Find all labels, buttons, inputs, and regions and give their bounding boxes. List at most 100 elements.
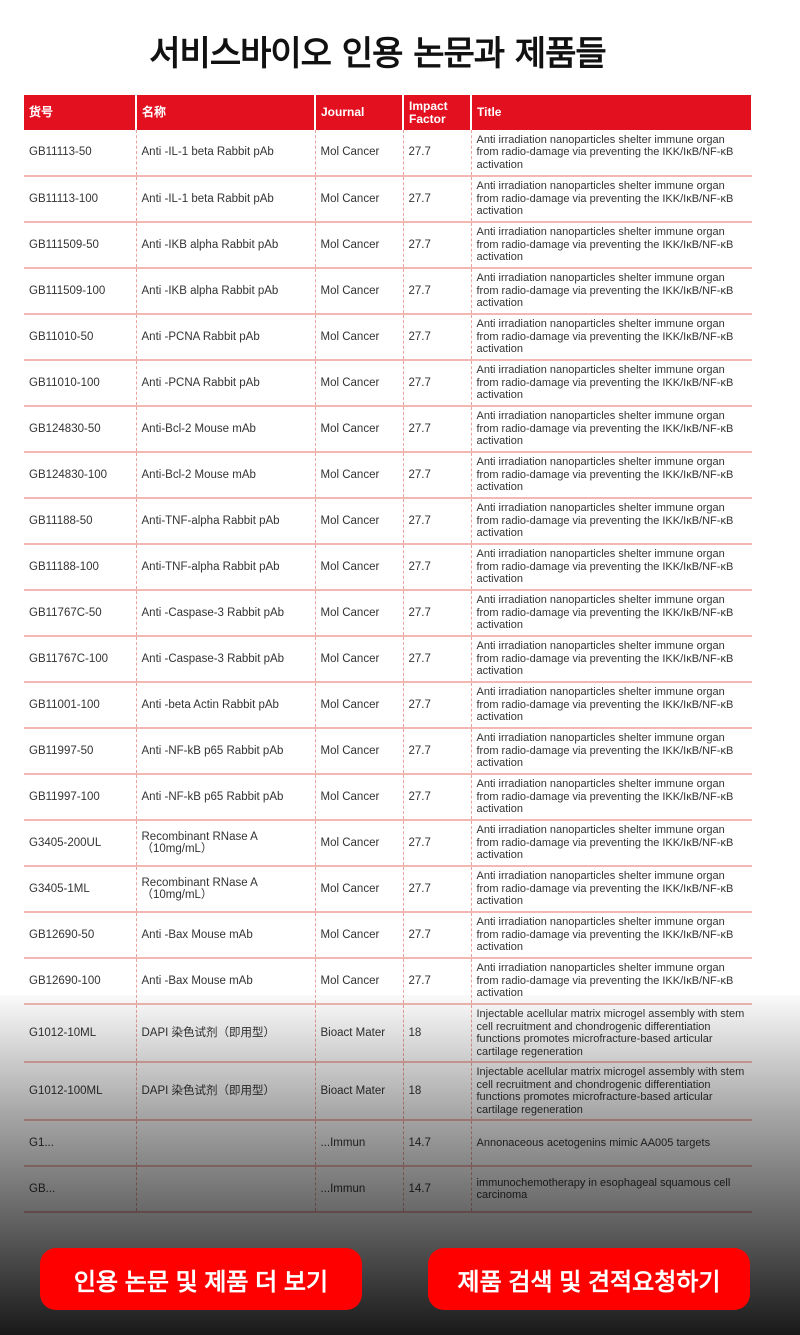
cell-paper-title: Anti irradiation nanoparticles shelter i… (470, 360, 752, 407)
table-row: G3405-200UL Recombinant RNase A（10mg/mL） M… (24, 820, 752, 867)
table-row: GB... ...Immun 14.7 immunochemotherapy in e… (24, 1166, 752, 1213)
table-row: GB11188-100 Anti-TNF-alpha Rabbit pAb Mol … (24, 544, 752, 591)
cell-product-name: Anti -IL-1 beta Rabbit pAb (135, 176, 315, 223)
cell-product-name: Anti -Bax Mouse mAb (135, 912, 315, 959)
cell-journal: Mol Cancer (314, 268, 403, 315)
cell-catalog-number: GB111509-100 (24, 268, 136, 315)
cell-product-name: Anti -IL-1 beta Rabbit pAb (135, 130, 315, 177)
cell-impact-factor: 27.7 (402, 728, 471, 775)
cell-impact-factor: 14.7 (402, 1166, 471, 1213)
cell-journal: Mol Cancer (314, 360, 403, 407)
table-row: G3405-1ML Recombinant RNase A（10mg/mL） Mol… (24, 866, 752, 913)
header-impact-factor: Impact Factor (403, 95, 472, 130)
cell-paper-title: Anti irradiation nanoparticles shelter i… (470, 268, 752, 315)
table-row: GB11113-100 Anti -IL-1 beta Rabbit pAb Mol… (24, 176, 752, 223)
cell-journal: Bioact Mater (314, 1004, 403, 1063)
cell-journal: Mol Cancer (314, 866, 403, 913)
cell-catalog-number: G3405-1ML (24, 866, 136, 913)
cell-impact-factor: 27.7 (402, 268, 471, 315)
cell-product-name: Anti-Bcl-2 Mouse mAb (135, 406, 315, 453)
table-row: G1... ...Immun 14.7 Annonaceous acetogenins… (24, 1120, 752, 1167)
page-title: 서비스바이오 인용 논문과 제품들 (149, 34, 606, 74)
table-row: GB11767C-100 Anti -Caspase-3 Rabbit pAb Mo… (24, 636, 752, 683)
cell-catalog-number: GB... (24, 1166, 136, 1213)
cell-paper-title: Anti irradiation nanoparticles shelter i… (470, 314, 752, 361)
cell-impact-factor: 27.7 (402, 682, 471, 729)
cell-paper-title: Anti irradiation nanoparticles shelter i… (470, 130, 752, 177)
cell-catalog-number: GB11010-100 (24, 360, 136, 407)
cell-paper-title: Anti irradiation nanoparticles shelter i… (470, 176, 752, 223)
cell-journal: Bioact Mater (314, 1062, 403, 1121)
cell-impact-factor: 27.7 (402, 636, 471, 683)
cell-paper-title: Anti irradiation nanoparticles shelter i… (470, 590, 752, 637)
cell-journal: Mol Cancer (314, 544, 403, 591)
cell-journal: Mol Cancer (314, 958, 403, 1005)
cell-product-name (135, 1120, 315, 1167)
table-row: GB12690-50 Anti -Bax Mouse mAb Mol Cancer 2… (24, 912, 752, 959)
cell-catalog-number: G1... (24, 1120, 136, 1167)
cell-journal: Mol Cancer (314, 314, 403, 361)
cell-impact-factor: 27.7 (402, 360, 471, 407)
cell-catalog-number: GB124830-50 (24, 406, 136, 453)
cell-impact-factor: 27.7 (402, 590, 471, 637)
cell-product-name: Anti -Bax Mouse mAb (135, 958, 315, 1005)
cell-product-name: Anti -PCNA Rabbit pAb (135, 360, 315, 407)
table-row: G1012-100ML DAPI 染色试剂（即用型） Bioact Mater 18 I… (24, 1062, 752, 1121)
cell-catalog-number: G1012-100ML (24, 1062, 136, 1121)
cell-catalog-number: GB11767C-50 (24, 590, 136, 637)
table-row: GB11010-100 Anti -PCNA Rabbit pAb Mol Canc… (24, 360, 752, 407)
cell-catalog-number: GB12690-100 (24, 958, 136, 1005)
table-row: GB11997-50 Anti -NF-kB p65 Rabbit pAb Mol … (24, 728, 752, 775)
cell-journal: ...Immun (314, 1166, 403, 1213)
table-header-row: 货号 名称 Journal Impact Factor Title (24, 95, 753, 130)
cell-product-name (135, 1166, 315, 1213)
cell-impact-factor: 27.7 (402, 866, 471, 913)
cell-paper-title: Anti irradiation nanoparticles shelter i… (470, 866, 752, 913)
cell-product-name: Anti -beta Actin Rabbit pAb (135, 682, 315, 729)
cell-product-name: Anti -NF-kB p65 Rabbit pAb (135, 774, 315, 821)
cell-paper-title: Anti irradiation nanoparticles shelter i… (470, 452, 752, 499)
cell-paper-title: Anti irradiation nanoparticles shelter i… (470, 820, 752, 867)
table-row: GB11188-50 Anti-TNF-alpha Rabbit pAb Mol C… (24, 498, 752, 545)
table-row: GB124830-100 Anti-Bcl-2 Mouse mAb Mol Canc… (24, 452, 752, 499)
cell-journal: Mol Cancer (314, 406, 403, 453)
cell-journal: Mol Cancer (314, 912, 403, 959)
cell-paper-title: Anti irradiation nanoparticles shelter i… (470, 682, 752, 729)
cell-paper-title: Annonaceous acetogenins mimic AA005 targ… (470, 1120, 752, 1167)
header-journal: Journal (315, 95, 404, 130)
cell-impact-factor: 27.7 (402, 130, 471, 177)
cell-journal: Mol Cancer (314, 222, 403, 269)
more-papers-button[interactable]: 인용 논문 및 제품 더 보기 (40, 1248, 362, 1310)
table-row: GB12690-100 Anti -Bax Mouse mAb Mol Cancer… (24, 958, 752, 1005)
table-row: GB11767C-50 Anti -Caspase-3 Rabbit pAb Mol… (24, 590, 752, 637)
cell-journal: Mol Cancer (314, 774, 403, 821)
cell-product-name: Anti -Caspase-3 Rabbit pAb (135, 590, 315, 637)
cell-product-name: Anti-TNF-alpha Rabbit pAb (135, 544, 315, 591)
product-search-quote-button[interactable]: 제품 검색 및 견적요청하기 (428, 1248, 750, 1310)
cell-catalog-number: GB11997-50 (24, 728, 136, 775)
table-body: GB11113-50 Anti -IL-1 beta Rabbit pAb Mol … (24, 130, 752, 1213)
cell-catalog-number: GB11113-100 (24, 176, 136, 223)
cell-impact-factor: 18 (402, 1004, 471, 1063)
cell-impact-factor: 27.7 (402, 406, 471, 453)
cell-impact-factor: 27.7 (402, 774, 471, 821)
cell-impact-factor: 27.7 (402, 958, 471, 1005)
cell-paper-title: Anti irradiation nanoparticles shelter i… (470, 912, 752, 959)
cell-catalog-number: GB11188-100 (24, 544, 136, 591)
cell-journal: Mol Cancer (314, 636, 403, 683)
cell-impact-factor: 27.7 (402, 314, 471, 361)
cell-catalog-number: G1012-10ML (24, 1004, 136, 1063)
cell-journal: ...Immun (314, 1120, 403, 1167)
cell-catalog-number: GB111509-50 (24, 222, 136, 269)
cell-product-name: Anti -IKB alpha Rabbit pAb (135, 222, 315, 269)
cell-paper-title: Anti irradiation nanoparticles shelter i… (470, 406, 752, 453)
cell-product-name: DAPI 染色试剂（即用型） (135, 1004, 315, 1063)
cell-paper-title: Anti irradiation nanoparticles shelter i… (470, 544, 752, 591)
table-row: GB11113-50 Anti -IL-1 beta Rabbit pAb Mol … (24, 130, 752, 177)
cell-product-name: Anti -NF-kB p65 Rabbit pAb (135, 728, 315, 775)
cell-catalog-number: GB11001-100 (24, 682, 136, 729)
cell-impact-factor: 14.7 (402, 1120, 471, 1167)
cell-paper-title: Anti irradiation nanoparticles shelter i… (470, 958, 752, 1005)
table-row: GB11997-100 Anti -NF-kB p65 Rabbit pAb Mol… (24, 774, 752, 821)
cell-journal: Mol Cancer (314, 820, 403, 867)
